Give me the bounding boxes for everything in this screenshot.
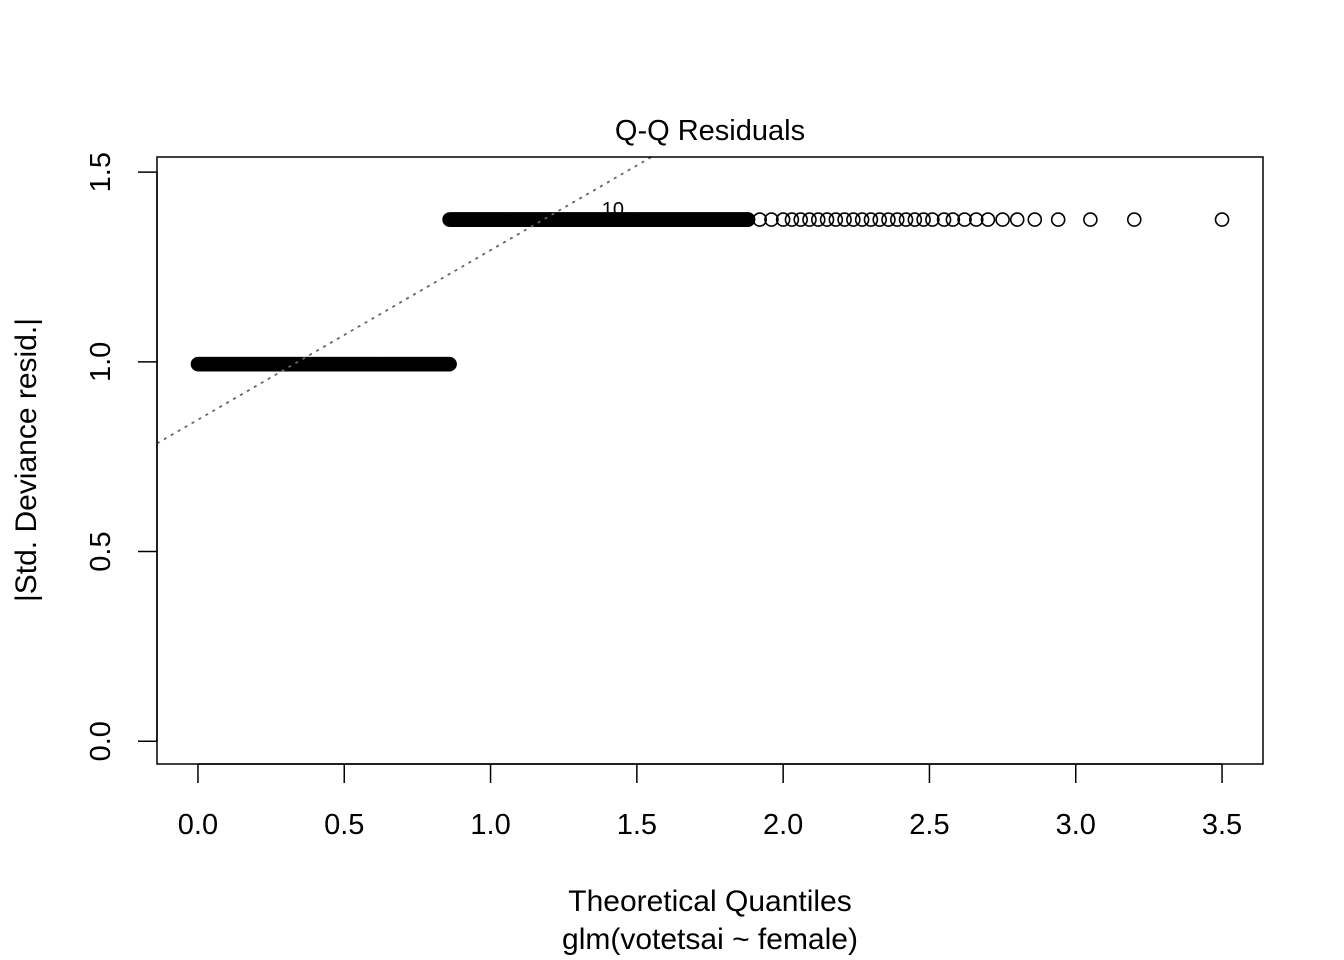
x-axis: 0.0 0.5 1.0 1.5 2.0 2.5 3.0 3.5	[178, 763, 1242, 841]
data-point	[793, 212, 809, 227]
x-tick-label: 0.0	[178, 809, 218, 841]
data-point	[1050, 212, 1066, 227]
data-point	[846, 212, 861, 227]
x-tick-label: 1.0	[470, 809, 510, 841]
data-point	[1214, 212, 1230, 227]
data-point	[764, 212, 779, 227]
x-tick-label: 3.0	[1056, 809, 1096, 841]
data-point	[828, 212, 844, 227]
data-point	[810, 212, 826, 227]
data-point	[752, 212, 768, 227]
data-point	[854, 212, 870, 227]
data-point	[925, 212, 940, 227]
data-point	[740, 212, 756, 227]
y-tick-label: 0.0	[85, 721, 117, 761]
data-point	[863, 212, 879, 227]
data-point	[945, 212, 961, 227]
data-point	[957, 212, 972, 227]
data-point	[1126, 212, 1142, 227]
reference-line-layer	[156, 156, 652, 445]
data-point	[916, 212, 931, 227]
data-point	[889, 212, 905, 227]
x-tick-label: 2.0	[763, 809, 803, 841]
data-point	[1083, 212, 1098, 227]
data-point	[802, 212, 817, 227]
x-tick-label: 0.5	[324, 809, 364, 841]
data-point	[968, 212, 984, 227]
data-point	[907, 212, 923, 227]
y-axis-label: |Std. Deviance resid.|	[10, 318, 43, 602]
x-tick-label: 2.5	[909, 809, 949, 841]
data-point	[819, 212, 835, 227]
plot-box	[156, 156, 1264, 765]
data-point	[898, 212, 914, 227]
data-point	[1027, 212, 1043, 227]
data-point	[837, 212, 852, 227]
y-axis: 0.0 0.5 1.0 1.5	[85, 152, 158, 761]
x-tick-label: 3.5	[1202, 809, 1242, 841]
y-tick-label: 1.5	[85, 152, 117, 192]
data-point	[881, 212, 896, 227]
x-axis-label: Theoretical Quantiles	[568, 885, 851, 918]
data-point	[442, 356, 457, 372]
point-label: 10	[602, 199, 624, 221]
data-point	[1009, 212, 1025, 227]
data-point	[784, 212, 800, 227]
x-tick-label: 1.5	[617, 809, 657, 841]
qq-reference-line	[156, 156, 652, 445]
y-tick-label: 0.5	[85, 531, 117, 571]
data-point	[995, 212, 1010, 227]
data-point	[936, 212, 952, 227]
data-point	[872, 212, 888, 227]
model-subtitle: glm(votetsai ~ female)	[562, 923, 858, 956]
chart-title: Q-Q Residuals	[615, 115, 805, 147]
y-tick-label: 1.0	[85, 342, 117, 382]
data-point	[980, 212, 996, 227]
data-point	[775, 212, 791, 227]
data-layer: 10	[190, 199, 1230, 372]
